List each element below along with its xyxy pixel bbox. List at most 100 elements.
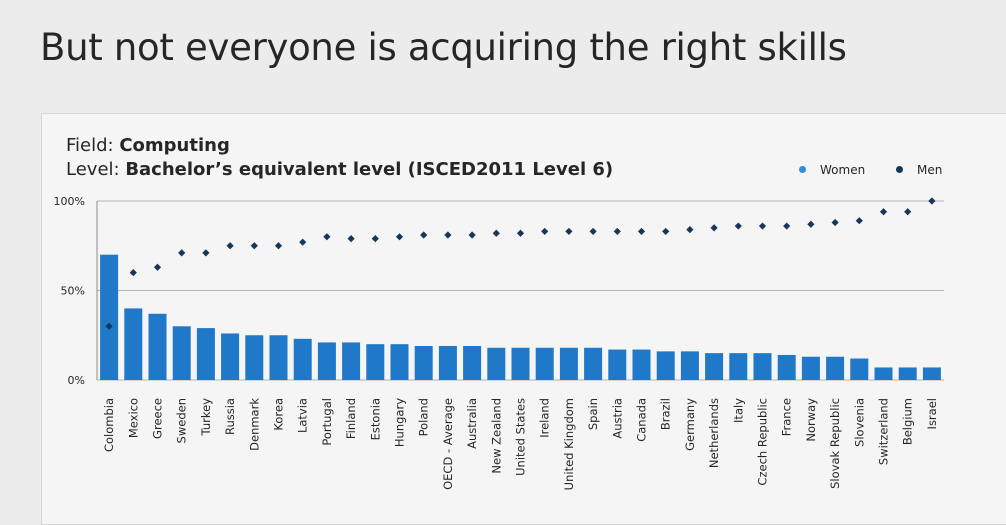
bar-women-11 xyxy=(366,344,385,380)
x-tick-label: Slovenia xyxy=(852,398,866,447)
x-tick-label: New Zealand xyxy=(489,398,503,474)
point-men-30 xyxy=(831,218,839,227)
bar-women-22 xyxy=(632,349,651,380)
bar-women-16 xyxy=(487,347,506,380)
x-tick-label: Ireland xyxy=(538,398,552,438)
point-men-1 xyxy=(129,269,137,277)
point-men-22 xyxy=(637,227,646,236)
field-value: Computing xyxy=(119,135,230,156)
x-tick-label: Latvia xyxy=(296,398,310,433)
point-men-4 xyxy=(202,249,210,257)
y-tick-label: 50% xyxy=(61,285,85,298)
bar-women-25 xyxy=(705,353,724,380)
point-men-7 xyxy=(274,242,283,250)
x-tick-label: Portugal xyxy=(320,398,334,446)
x-tick-label: Korea xyxy=(272,398,286,431)
x-tick-label: Spain xyxy=(586,398,600,430)
bar-women-4 xyxy=(196,328,215,380)
bar-women-31 xyxy=(850,358,869,380)
bar-women-12 xyxy=(390,344,409,380)
x-tick-label: Norway xyxy=(804,398,818,442)
legend-women-label: Women xyxy=(820,163,866,177)
bar-women-10 xyxy=(342,342,361,380)
point-men-23 xyxy=(662,227,670,236)
point-men-3 xyxy=(178,249,186,257)
bar-chart: 0% 50% 100% Colombia Mexico Greece Sweden Turke… xyxy=(54,195,944,490)
x-tick-label: Canada xyxy=(635,398,649,442)
field-prefix: Field: xyxy=(66,135,120,156)
field-line: Field: Computing xyxy=(66,135,230,156)
y-tick-label: 100% xyxy=(54,195,85,208)
x-tick-label: OECD - Average xyxy=(441,398,455,490)
point-men-15 xyxy=(468,231,476,239)
x-tick-label: Italy xyxy=(731,398,745,423)
x-tick-label: Greece xyxy=(151,398,165,439)
x-tick-label: Brazil xyxy=(659,398,673,430)
x-tick-label: Estonia xyxy=(368,398,382,440)
point-men-26 xyxy=(734,222,742,230)
point-men-21 xyxy=(613,227,621,236)
point-men-28 xyxy=(783,222,791,230)
legend-item-women: Women xyxy=(799,163,865,177)
x-tick-label: Hungary xyxy=(393,398,407,447)
point-men-11 xyxy=(371,234,379,243)
bar-women-18 xyxy=(535,347,554,380)
legend-women-marker xyxy=(799,166,806,173)
point-men-12 xyxy=(395,233,404,241)
y-tick-label: 0% xyxy=(68,374,85,387)
point-men-19 xyxy=(565,227,573,236)
point-men-17 xyxy=(516,229,525,237)
bar-women-17 xyxy=(511,347,530,380)
bar-women-7 xyxy=(269,335,288,380)
level-value: Bachelor’s equivalent level (ISCED2011 L… xyxy=(125,159,614,180)
bar-women-14 xyxy=(438,345,457,380)
bar-women-13 xyxy=(414,345,433,380)
bar-women-26 xyxy=(729,353,748,380)
bar-women-1 xyxy=(124,308,143,380)
x-tick-label: Finland xyxy=(344,398,358,439)
x-tick-label: Netherlands xyxy=(707,398,721,468)
x-tick-label: United States xyxy=(514,398,528,476)
legend-item-men: Men xyxy=(896,163,942,177)
x-tick-label: Turkey xyxy=(199,398,213,437)
point-men-24 xyxy=(686,226,694,234)
bar-women-30 xyxy=(826,356,845,380)
point-men-2 xyxy=(153,263,162,271)
point-men-27 xyxy=(758,222,767,230)
point-men-29 xyxy=(807,220,815,228)
chart-panel xyxy=(41,113,1006,525)
x-tick-label: Czech Republic xyxy=(756,398,770,486)
x-tick-label: Colombia xyxy=(102,398,116,452)
point-men-0 xyxy=(105,322,113,330)
bar-women-0 xyxy=(100,254,119,380)
bar-women-20 xyxy=(584,347,603,380)
bar-women-23 xyxy=(656,351,675,380)
point-men-9 xyxy=(323,233,331,241)
x-tick-label: Denmark xyxy=(247,398,261,451)
point-men-18 xyxy=(541,227,549,236)
bar-women-5 xyxy=(221,333,240,380)
x-tick-label: Germany xyxy=(683,398,697,451)
point-men-33 xyxy=(904,208,912,216)
bar-women-32 xyxy=(874,367,893,380)
x-tick-label: Israel xyxy=(925,398,939,429)
bar-women-19 xyxy=(559,347,578,380)
bar-women-27 xyxy=(753,353,772,380)
point-men-20 xyxy=(589,227,597,236)
point-men-34 xyxy=(928,197,936,205)
bar-women-28 xyxy=(777,354,796,380)
slide-title: But not everyone is acquiring the right … xyxy=(40,26,847,69)
x-tick-label: United Kingdom xyxy=(562,398,576,490)
point-men-16 xyxy=(492,229,500,237)
point-men-5 xyxy=(226,242,234,250)
x-tick-label: Austria xyxy=(610,398,624,439)
bar-women-29 xyxy=(801,356,820,380)
bar-women-2 xyxy=(148,313,167,380)
point-men-31 xyxy=(855,217,863,225)
bar-women-8 xyxy=(293,338,312,380)
x-tick-label: Mexico xyxy=(126,398,140,438)
x-tick-label: Poland xyxy=(417,398,431,436)
bar-women-15 xyxy=(463,345,482,380)
point-men-25 xyxy=(710,224,718,232)
bar-women-9 xyxy=(317,342,336,380)
